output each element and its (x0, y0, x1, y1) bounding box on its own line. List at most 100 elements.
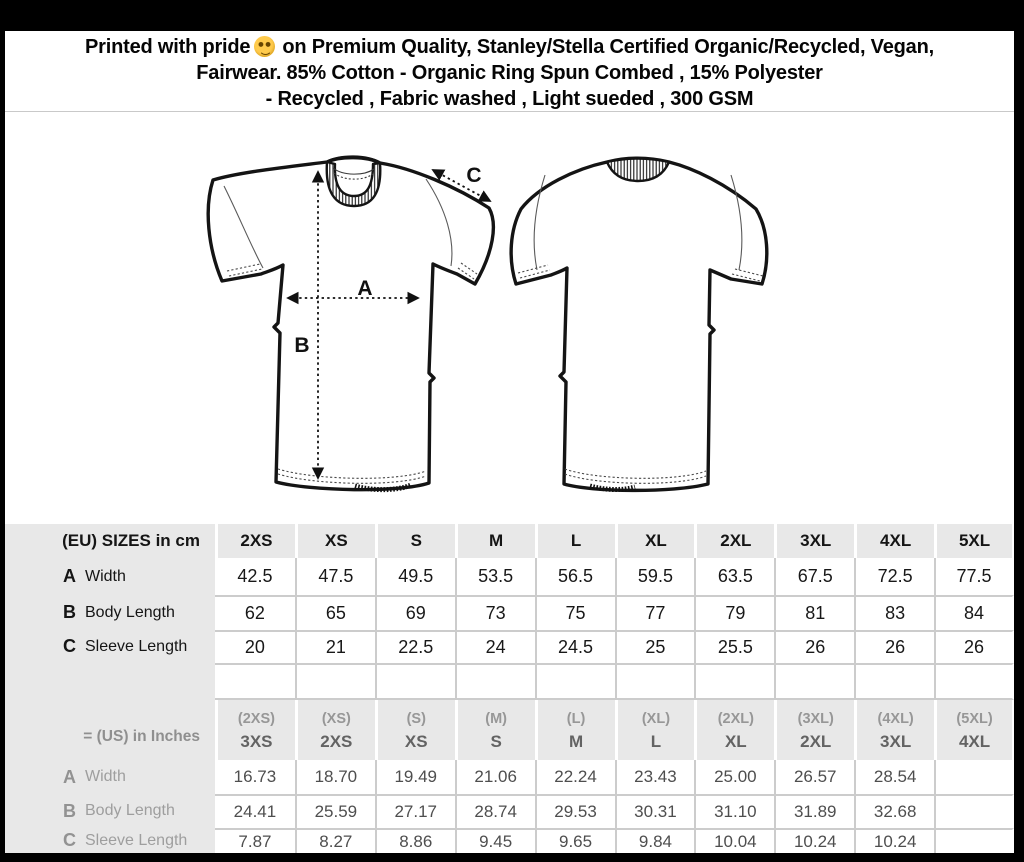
us-size-header-cell: (4XL) 3XL (854, 700, 935, 760)
us-size-header-cell: (XS) 2XS (294, 700, 375, 760)
eu-value-cell: 63.5 (694, 558, 775, 595)
eu-value-cell: 75 (534, 595, 615, 630)
us-value-cell: 10.24 (774, 828, 855, 853)
eu-value-cell: 26 (774, 630, 855, 663)
measurement-name: Body Length (85, 603, 175, 621)
eu-value-cell: 81 (774, 595, 855, 630)
eu-value-cell: 49.5 (374, 558, 455, 595)
eu-value-cell: 25 (614, 630, 695, 663)
measurement-name: Width (85, 567, 126, 585)
measurement-name: Body Length (85, 802, 175, 819)
us-eu-equivalent: (2XL) (717, 711, 754, 727)
measurement-letter: C (63, 830, 76, 850)
eu-value-cell: 65 (294, 595, 375, 630)
eu-value-cell: 67.5 (774, 558, 855, 595)
eu-value-cell: 73 (454, 595, 535, 630)
back-shirt (509, 156, 769, 493)
spacer-cell (374, 663, 455, 700)
garment-diagram: A B C (206, 155, 769, 493)
size-chart-grid: (EU) SIZES in cm 2XS XS S M L XL 2XL 3XL 4XL 5XL A W… (5, 524, 1014, 853)
info-line-1: Printed with pride on Premium Quality, St… (5, 34, 1014, 60)
spacer-cell (934, 663, 1014, 700)
info-banner: Printed with pride on Premium Quality, St… (5, 31, 1014, 112)
us-size-label: M (568, 732, 584, 751)
eu-value-cell: 21 (294, 630, 375, 663)
back-right-armhole-seam (730, 174, 743, 271)
us-value-cell: 22.24 (534, 760, 615, 794)
measurement-letter: B (63, 800, 76, 821)
us-size-label: S (490, 732, 502, 751)
measurement-name: Sleeve Length (85, 637, 188, 655)
label-B: B (294, 334, 309, 357)
spacer-cell (215, 663, 295, 700)
us-size-header-cell: (S) XS (374, 700, 455, 760)
us-value-cell: 28.74 (454, 794, 535, 828)
eu-value-cell: 26 (934, 630, 1014, 663)
us-value-cell: 31.89 (774, 794, 855, 828)
us-size-header-cell: (3XL) 2XL (774, 700, 855, 760)
eu-value-cell: 22.5 (374, 630, 455, 663)
eu-size-header-cell: L (534, 524, 615, 558)
us-value-cell: 8.27 (294, 828, 375, 853)
us-value-cell: 32.68 (854, 794, 935, 828)
label-A: A (357, 277, 372, 300)
info-line-1-before: Printed with pride (85, 36, 251, 58)
us-value-cell: 29.53 (534, 794, 615, 828)
us-value-cell: 10.24 (854, 828, 935, 853)
us-value-cell: 31.10 (694, 794, 775, 828)
spacer-cell (694, 663, 775, 700)
measurement-letter: C (63, 636, 76, 656)
info-line-3: - Recycled , Fabric washed , Light suede… (265, 88, 754, 110)
us-value-cell (934, 760, 1014, 794)
eu-size-header-cell: 4XL (854, 524, 935, 558)
us-eu-equivalent: (XS) (321, 711, 351, 727)
eu-size-header-cell: XL (614, 524, 695, 558)
us-value-cell: 21.06 (454, 760, 535, 794)
us-size-header-cell: (L) M (534, 700, 615, 760)
eu-value-cell: 72.5 (854, 558, 935, 595)
us-value-cell: 25.59 (294, 794, 375, 828)
back-hem-fold (589, 483, 636, 492)
us-value-cell: 9.84 (614, 828, 695, 853)
us-value-cell: 19.49 (374, 760, 455, 794)
spacer-cell (614, 663, 695, 700)
eu-value-cell: 56.5 (534, 558, 615, 595)
eu-value-cell: 24 (454, 630, 535, 663)
eu-measurement-row-label: A Width (5, 558, 215, 595)
us-size-label: XS (404, 732, 428, 751)
us-value-cell: 9.45 (454, 828, 535, 853)
back-collar-icon (605, 157, 671, 183)
us-eu-equivalent: (XL) (641, 711, 671, 727)
measurement-name: Sleeve Length (85, 831, 188, 849)
spacer-cell (454, 663, 535, 700)
eu-value-cell: 53.5 (454, 558, 535, 595)
us-size-header-cell: (2XL) XL (694, 700, 775, 760)
spacer-cell (534, 663, 615, 700)
us-value-cell: 7.87 (215, 828, 295, 853)
us-value-cell: 16.73 (215, 760, 295, 794)
us-value-cell: 25.00 (694, 760, 775, 794)
us-size-label: XL (724, 732, 747, 751)
eu-value-cell: 84 (934, 595, 1014, 630)
us-value-cell: 23.43 (614, 760, 695, 794)
spacer-cell (294, 663, 375, 700)
spacer-label-cell (5, 663, 215, 700)
us-size-label: 2XS (320, 732, 353, 751)
eu-value-cell: 83 (854, 595, 935, 630)
us-value-cell (934, 794, 1014, 828)
us-size-label: 3XS (240, 732, 273, 751)
measurement-letter: A (63, 566, 76, 586)
eu-value-cell: 20 (215, 630, 295, 663)
us-value-cell: 9.65 (534, 828, 615, 853)
us-value-cell: 10.04 (694, 828, 775, 853)
us-measurement-row-label: A Width (5, 760, 215, 794)
us-measurement-row-label: C Sleeve Length (5, 828, 215, 853)
us-value-cell: 30.31 (614, 794, 695, 828)
us-value-cell: 27.17 (374, 794, 455, 828)
front-hem-fold (354, 482, 412, 493)
eu-value-cell: 77.5 (934, 558, 1014, 595)
info-line-1-after: on Premium Quality, Stanley/Stella Certi… (282, 36, 934, 58)
us-value-cell: 8.86 (374, 828, 455, 853)
front-left-armhole-seam (223, 185, 264, 269)
